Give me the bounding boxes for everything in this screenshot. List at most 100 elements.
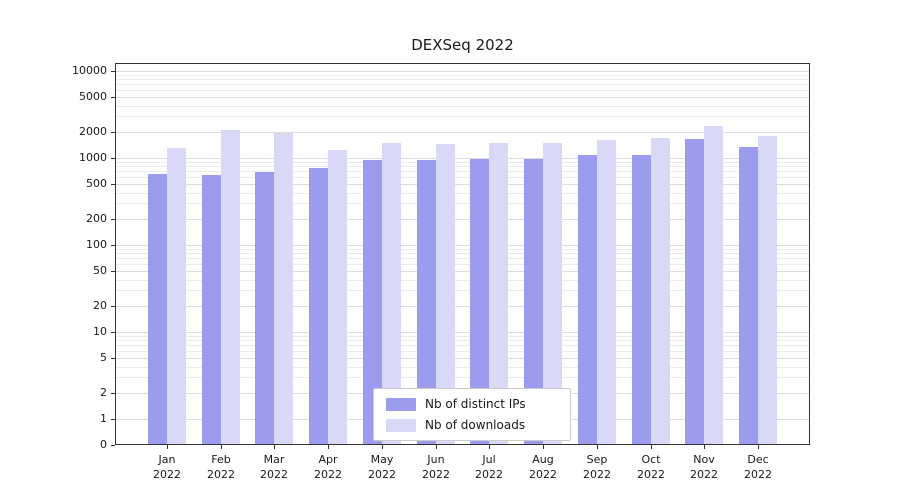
y-tick-mark — [111, 184, 115, 185]
y-tick-mark — [111, 132, 115, 133]
y-tick-label: 2000 — [79, 125, 107, 138]
x-tick-year: 2022 — [529, 468, 557, 481]
y-tick-mark — [111, 219, 115, 220]
x-tick-label: Feb 2022 — [193, 452, 249, 482]
x-tick-year: 2022 — [475, 468, 503, 481]
gridline-minor — [115, 367, 810, 368]
x-tick-month: May — [370, 453, 394, 466]
gridline-major — [115, 184, 810, 185]
bar-downloads-nov — [704, 126, 723, 445]
gridline-minor — [115, 253, 810, 254]
bar-downloads-apr — [328, 150, 347, 445]
x-tick-month: Jun — [427, 453, 445, 466]
x-tick-year: 2022 — [690, 468, 718, 481]
bar-distinct-ips-sep — [578, 155, 597, 445]
legend: Nb of distinct IPs Nb of downloads — [373, 388, 571, 441]
gridline-major — [115, 158, 810, 159]
x-tick-mark — [543, 445, 544, 449]
y-tick-label: 10 — [93, 325, 107, 338]
bar-downloads-mar — [274, 133, 293, 445]
x-tick-year: 2022 — [368, 468, 396, 481]
legend-swatch-downloads — [386, 418, 416, 432]
x-tick-year: 2022 — [422, 468, 450, 481]
x-tick-mark — [221, 445, 222, 449]
chart-title: DEXSeq 2022 — [411, 36, 514, 54]
gridline-major — [115, 71, 810, 72]
gridline-minor — [115, 345, 810, 346]
x-tick-label: May 2022 — [354, 452, 410, 482]
x-tick-label: Dec 2022 — [730, 452, 786, 482]
bar-distinct-ips-mar — [255, 172, 274, 445]
x-tick-mark — [436, 445, 437, 449]
y-tick-mark — [111, 393, 115, 394]
x-tick-month: Oct — [641, 453, 661, 466]
bar-downloads-feb — [221, 130, 240, 445]
bar-distinct-ips-apr — [309, 168, 328, 445]
y-tick-mark — [111, 358, 115, 359]
x-tick-month: Jan — [158, 453, 176, 466]
legend-item-distinct-ips: Nb of distinct IPs — [386, 397, 558, 411]
gridline-major — [115, 245, 810, 246]
gridline-minor — [115, 90, 810, 91]
bar-downloads-oct — [651, 138, 670, 445]
x-tick-month: Mar — [263, 453, 285, 466]
bar-distinct-ips-may — [363, 160, 382, 445]
y-tick-label: 5000 — [79, 90, 107, 103]
gridline-minor — [115, 203, 810, 204]
bar-distinct-ips-jul — [470, 159, 489, 445]
y-tick-label: 20 — [93, 299, 107, 312]
x-tick-year: 2022 — [314, 468, 342, 481]
bar-distinct-ips-nov — [685, 139, 704, 445]
bar-distinct-ips-aug — [524, 159, 543, 445]
gridline-minor — [115, 106, 810, 107]
legend-swatch-distinct-ips — [386, 397, 416, 411]
y-tick-mark — [111, 306, 115, 307]
bar-downloads-jan — [167, 148, 186, 445]
gridline-minor — [115, 75, 810, 76]
gridline-minor — [115, 79, 810, 80]
bar-distinct-ips-jan — [148, 174, 167, 445]
gridline-minor — [115, 264, 810, 265]
x-tick-mark — [597, 445, 598, 449]
bar-distinct-ips-feb — [202, 175, 221, 445]
gridline-minor — [115, 280, 810, 281]
gridline-minor — [115, 116, 810, 117]
x-tick-label: Aug 2022 — [515, 452, 571, 482]
x-tick-year: 2022 — [583, 468, 611, 481]
bar-downloads-sep — [597, 140, 616, 445]
y-tick-label: 200 — [86, 212, 107, 225]
x-tick-month: Apr — [318, 453, 338, 466]
gridline-major — [115, 358, 810, 359]
bar-downloads-dec — [758, 136, 777, 445]
y-tick-mark — [111, 97, 115, 98]
y-tick-mark — [111, 71, 115, 72]
gridline-major — [115, 132, 810, 133]
gridline-minor — [115, 166, 810, 167]
bar-downloads-aug — [543, 143, 562, 445]
gridline-minor — [115, 377, 810, 378]
y-tick-label: 50 — [93, 264, 107, 277]
gridline-minor — [115, 290, 810, 291]
y-tick-label: 1 — [100, 412, 107, 425]
y-tick-label: 1000 — [79, 151, 107, 164]
y-tick-label: 100 — [86, 238, 107, 251]
x-tick-month: Nov — [693, 453, 715, 466]
x-tick-month: Dec — [747, 453, 769, 466]
x-tick-mark — [382, 445, 383, 449]
legend-label-downloads: Nb of downloads — [425, 418, 526, 432]
y-tick-mark — [111, 245, 115, 246]
x-tick-month: Feb — [211, 453, 231, 466]
x-tick-label: Apr 2022 — [300, 452, 356, 482]
gridline-major — [115, 306, 810, 307]
gridline-major — [115, 332, 810, 333]
x-tick-mark — [167, 445, 168, 449]
gridline-minor — [115, 351, 810, 352]
gridline-minor — [115, 177, 810, 178]
x-tick-mark — [758, 445, 759, 449]
x-tick-label: Sep 2022 — [569, 452, 625, 482]
gridline-minor — [115, 336, 810, 337]
gridline-major — [115, 97, 810, 98]
x-tick-label: Jan 2022 — [139, 452, 195, 482]
bar-distinct-ips-dec — [739, 147, 758, 445]
gridline-minor — [115, 258, 810, 259]
